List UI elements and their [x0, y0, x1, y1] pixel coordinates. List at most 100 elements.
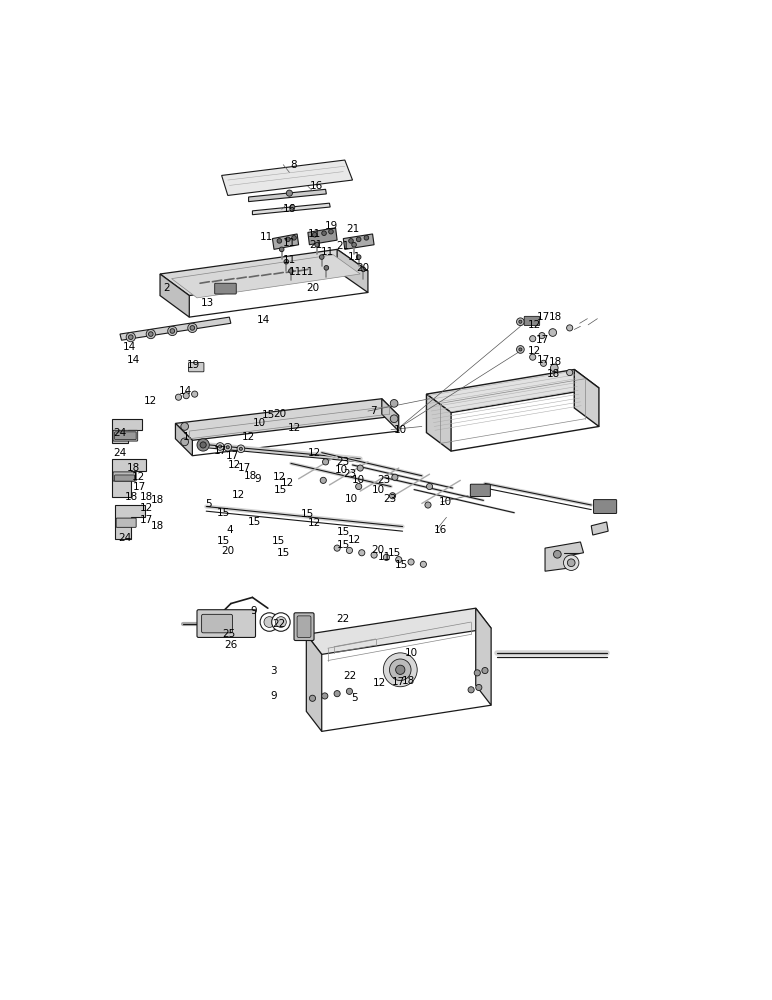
Text: 18: 18	[401, 676, 415, 686]
Text: 10: 10	[334, 465, 347, 475]
Circle shape	[359, 550, 365, 556]
Text: 18: 18	[243, 471, 257, 481]
Polygon shape	[120, 317, 231, 340]
Polygon shape	[426, 394, 451, 451]
Text: 21: 21	[309, 240, 322, 250]
Polygon shape	[344, 234, 374, 249]
Circle shape	[276, 617, 286, 627]
Circle shape	[540, 360, 547, 366]
Circle shape	[216, 443, 224, 450]
Text: 16: 16	[283, 204, 296, 214]
Text: 13: 13	[201, 298, 215, 308]
Circle shape	[323, 459, 329, 465]
Circle shape	[289, 269, 293, 273]
Circle shape	[310, 695, 316, 701]
Circle shape	[237, 445, 245, 453]
FancyBboxPatch shape	[470, 484, 490, 497]
Text: 19: 19	[188, 360, 201, 370]
Text: 23: 23	[378, 475, 391, 485]
Polygon shape	[252, 203, 330, 215]
Circle shape	[530, 336, 536, 342]
Text: 3: 3	[270, 666, 276, 676]
Text: 11: 11	[301, 267, 314, 277]
Circle shape	[420, 561, 426, 567]
Text: 17: 17	[238, 463, 252, 473]
Text: 16: 16	[434, 525, 447, 535]
Text: 21: 21	[337, 241, 350, 251]
Text: 11: 11	[283, 255, 296, 265]
Polygon shape	[112, 459, 146, 497]
Circle shape	[181, 423, 188, 430]
FancyBboxPatch shape	[116, 518, 136, 527]
Circle shape	[239, 447, 242, 450]
Circle shape	[482, 667, 488, 674]
Text: 22: 22	[337, 614, 350, 624]
Text: 26: 26	[224, 640, 238, 650]
Circle shape	[468, 687, 474, 693]
Text: 15: 15	[388, 548, 401, 558]
Text: 11: 11	[259, 232, 273, 242]
Polygon shape	[382, 399, 398, 431]
Circle shape	[396, 665, 405, 674]
Circle shape	[390, 659, 411, 681]
Text: 15: 15	[395, 560, 408, 570]
Polygon shape	[337, 249, 368, 292]
Circle shape	[190, 326, 195, 330]
Circle shape	[357, 465, 364, 471]
Circle shape	[279, 247, 284, 252]
Text: 14: 14	[123, 342, 136, 352]
Circle shape	[352, 242, 357, 247]
Circle shape	[264, 617, 275, 627]
Text: 17: 17	[537, 355, 550, 365]
Text: 20: 20	[371, 545, 384, 555]
Text: 10: 10	[352, 475, 365, 485]
Text: 10: 10	[394, 425, 407, 435]
Circle shape	[188, 323, 197, 333]
Circle shape	[290, 205, 295, 209]
Polygon shape	[308, 228, 337, 245]
Text: 18: 18	[151, 521, 164, 531]
Text: 22: 22	[272, 619, 285, 629]
Circle shape	[183, 393, 189, 399]
Circle shape	[364, 235, 369, 240]
Text: 12: 12	[242, 432, 256, 442]
Polygon shape	[222, 160, 353, 195]
Text: 16: 16	[310, 181, 323, 191]
Circle shape	[567, 369, 573, 376]
Text: 18: 18	[549, 357, 563, 367]
Circle shape	[391, 415, 398, 423]
FancyBboxPatch shape	[294, 613, 314, 641]
Text: 9: 9	[255, 474, 261, 484]
Text: 15: 15	[216, 508, 230, 518]
Text: 11: 11	[378, 552, 391, 562]
Circle shape	[260, 613, 279, 631]
Circle shape	[392, 474, 398, 480]
Circle shape	[170, 329, 174, 333]
Circle shape	[539, 333, 545, 339]
Polygon shape	[273, 234, 299, 249]
Text: 12: 12	[527, 320, 541, 330]
Text: 12: 12	[232, 490, 245, 500]
Circle shape	[175, 394, 181, 400]
Polygon shape	[171, 255, 361, 298]
Polygon shape	[249, 189, 327, 202]
Text: 18: 18	[127, 463, 141, 473]
Circle shape	[567, 559, 575, 567]
Text: 14: 14	[256, 315, 270, 325]
Text: 17: 17	[225, 451, 239, 461]
Text: 7: 7	[370, 406, 377, 416]
Circle shape	[474, 670, 480, 676]
Polygon shape	[476, 608, 491, 705]
Polygon shape	[545, 542, 584, 571]
Text: 23: 23	[337, 457, 350, 467]
Circle shape	[168, 326, 177, 336]
Circle shape	[347, 688, 353, 694]
FancyBboxPatch shape	[215, 283, 236, 294]
Text: 12: 12	[228, 460, 242, 470]
Text: 12: 12	[144, 396, 157, 406]
Text: 15: 15	[273, 485, 286, 495]
FancyBboxPatch shape	[201, 614, 232, 633]
Text: 5: 5	[205, 499, 212, 509]
Polygon shape	[175, 423, 192, 456]
Circle shape	[218, 445, 222, 448]
